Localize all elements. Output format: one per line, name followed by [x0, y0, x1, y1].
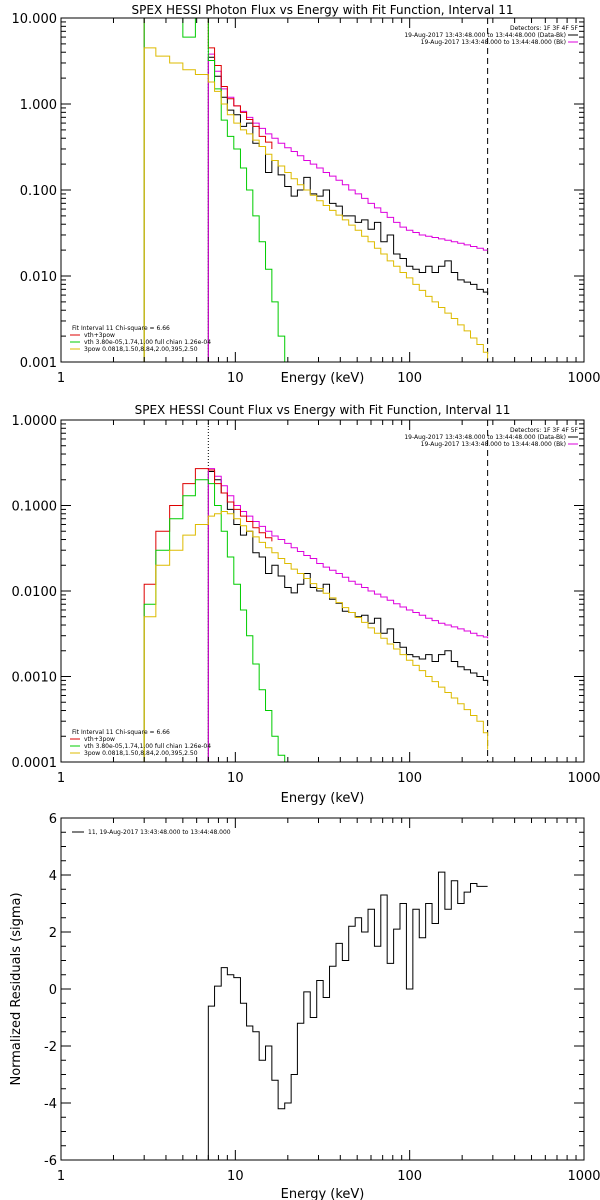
- y-tick-label: 0.001: [20, 356, 57, 371]
- x-tick-label: 1: [57, 1169, 65, 1184]
- x-axis-label: Energy (keV): [281, 1187, 365, 1200]
- x-tick-label: 10: [227, 371, 244, 386]
- legend-entry-text: 19-Aug-2017 13:43:48.000 to 13:44:48.000…: [421, 441, 566, 448]
- legend-entry-text: 3pow 0.0818,1.50,8.84,2.00,395,2.50: [84, 346, 198, 353]
- chart-panel-1: 1 10 100 1000 0.001 0.010 0.100 1.000 10.000 SPEX…: [12, 3, 600, 386]
- legend-entry-text: 11, 19-Aug-2017 13:43:48.000 to 13:44:48…: [88, 829, 231, 836]
- legend-entry-text: vth 3.80e-05,1.74,1.00 full chian 1.26e-…: [84, 743, 211, 750]
- x-tick-label: 1000: [567, 771, 600, 786]
- y-tick-label: 0.1000: [12, 500, 58, 515]
- series-line: [143, 468, 273, 762]
- y-tick-label: -2: [44, 1040, 57, 1055]
- y-tick-label: -4: [44, 1097, 57, 1112]
- chart-panel-3: 1 10 100 1000 -6 -4 -2 0 2 4 6 Energy (keV) Normaliz…: [9, 812, 600, 1200]
- series-line: [207, 53, 488, 362]
- legend: 11, 19-Aug-2017 13:43:48.000 to 13:44:48…: [72, 829, 231, 836]
- plot-area: [143, 420, 489, 762]
- y-tick-label: 0.010: [20, 270, 57, 285]
- legend-entry-text: 19-Aug-2017 13:43:48.000 to 13:44:48.000…: [404, 434, 566, 441]
- y-tick-label: 4: [49, 869, 57, 884]
- series-line: [143, 47, 489, 362]
- series-line: [207, 56, 489, 362]
- series-line: [143, 18, 273, 362]
- y-tick-label: -6: [44, 1154, 57, 1169]
- series-line: [143, 479, 286, 762]
- y-tick-label: 0.0100: [12, 585, 58, 600]
- legend-entry-text: 3pow 0.0818,1.50,8.84,2.00,395,2.50: [84, 750, 198, 757]
- legend-entry-text: Detectors: 1F 3F 4F 5F: [510, 427, 579, 434]
- x-axis-label: Energy (keV): [281, 371, 365, 386]
- x-tick-label: 10: [227, 1169, 244, 1184]
- chart-panel-2: 1 10 100 1000 0.0001 0.0010 0.0100 0.1000 1.0000…: [12, 403, 600, 806]
- legend-entry-text: vth 3.80e-05,1.74,1.00 full chian 1.26e-…: [84, 339, 211, 346]
- y-tick-label: 0.0001: [12, 756, 58, 771]
- x-tick-label: 1: [57, 371, 65, 386]
- axes-frame: [60, 817, 585, 1161]
- y-tick-label: 1.000: [20, 98, 57, 113]
- legend-entry-text: 19-Aug-2017 13:43:48.000 to 13:44:48.000…: [421, 39, 566, 46]
- plot-area: [143, 18, 489, 362]
- legend-entry-text: vth+3pow: [84, 332, 115, 339]
- x-axis-label: Energy (keV): [281, 791, 365, 806]
- plot-area: [207, 871, 488, 1160]
- y-tick-label: 10.000: [12, 12, 58, 27]
- series-line: [143, 18, 286, 362]
- series-line: [207, 470, 489, 762]
- legend-entry-text: Fit Interval 11 Chi-square = 6.66: [72, 729, 170, 736]
- x-tick-label: 1: [57, 771, 65, 786]
- y-axis-label: Normalized Residuals (sigma): [9, 892, 24, 1085]
- series-line: [207, 468, 489, 762]
- series-line: [207, 871, 488, 1160]
- legend-entry-text: vth+3pow: [84, 736, 115, 743]
- x-tick-label: 1000: [567, 371, 600, 386]
- x-tick-label: 100: [397, 771, 422, 786]
- axes-frame: [60, 17, 585, 363]
- y-tick-label: 0.100: [20, 184, 57, 199]
- legend-entry-text: 19-Aug-2017 13:43:48.000 to 13:44:48.000…: [404, 32, 566, 39]
- legend-entry-text: Fit Interval 11 Chi-square = 6.66: [72, 325, 170, 332]
- y-tick-label: 1.0000: [12, 414, 58, 429]
- x-tick-label: 1000: [567, 1169, 600, 1184]
- chart-title: SPEX HESSI Count Flux vs Energy with Fit…: [135, 403, 511, 417]
- legend-entry-text: Detectors: 1F 3F 4F 5F: [510, 25, 579, 32]
- y-tick-label: 0: [49, 983, 57, 998]
- x-tick-label: 100: [397, 371, 422, 386]
- y-tick-label: 0.0010: [12, 671, 58, 686]
- x-tick-label: 100: [397, 1169, 422, 1184]
- x-tick-label: 10: [227, 771, 244, 786]
- series-line: [143, 511, 489, 762]
- y-tick-label: 6: [49, 812, 57, 827]
- y-tick-label: 2: [49, 926, 57, 941]
- chart-title: SPEX HESSI Photon Flux vs Energy with Fi…: [132, 3, 514, 17]
